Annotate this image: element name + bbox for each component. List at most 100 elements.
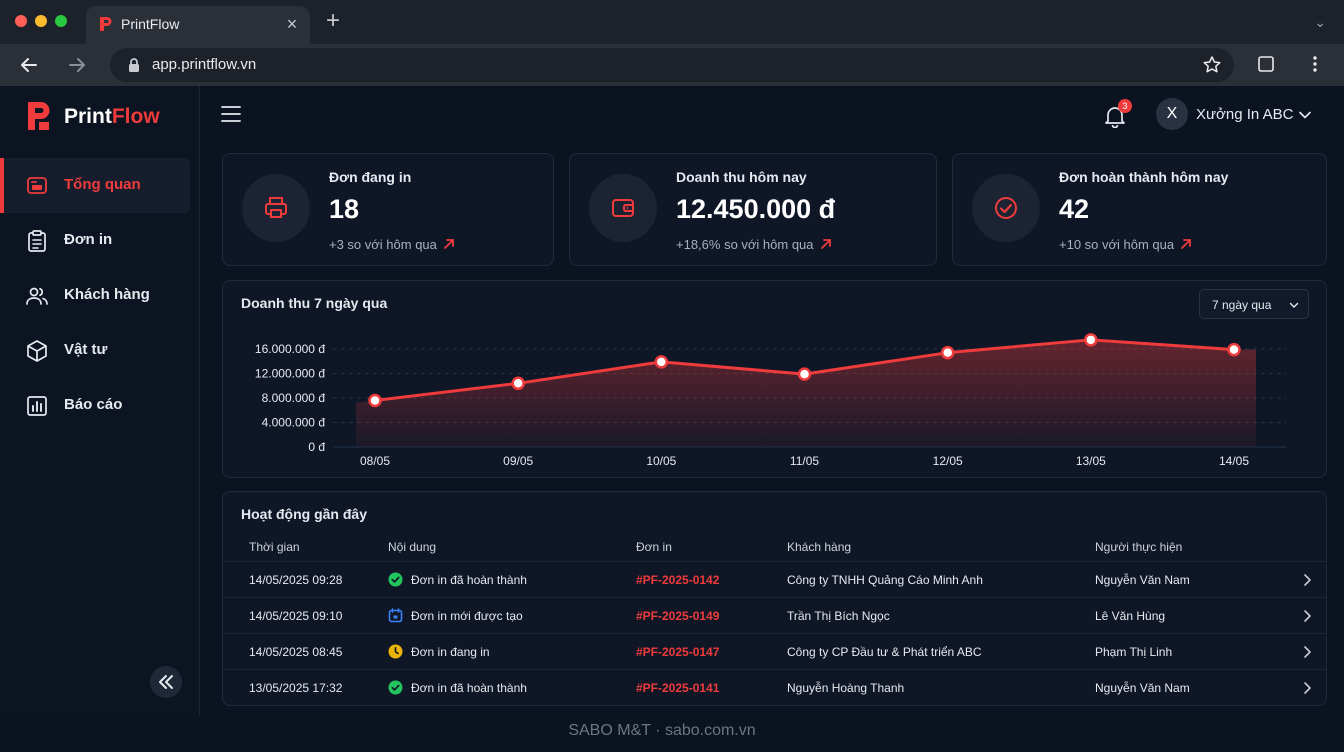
table-row[interactable]: 14/05/2025 08:45 Đơn in đang in #PF-2025… xyxy=(223,633,1326,669)
window-maximize-control[interactable] xyxy=(55,15,67,27)
row-content: Đơn in đang in xyxy=(411,645,490,659)
completed-status-icon xyxy=(388,680,403,695)
x-tick-label: 12/05 xyxy=(933,454,963,468)
url-text[interactable]: app.printflow.vn xyxy=(152,56,257,73)
stat-value: 12.450.000 đ xyxy=(676,194,836,224)
column-header-order: Đơn in xyxy=(636,540,672,554)
x-tick-label: 10/05 xyxy=(646,454,676,468)
row-customer: Công ty CP Đầu tư & Phát triển ABC xyxy=(787,645,982,659)
sidebar: PrintFlow Tổng quan Đơn in xyxy=(0,86,200,716)
trend-up-arrow-icon xyxy=(444,239,454,249)
y-tick-label: 4.000.000 đ xyxy=(262,416,326,430)
column-header-content: Nội dung xyxy=(388,540,437,554)
window-square-icon[interactable] xyxy=(1256,54,1276,74)
table-row[interactable]: 14/05/2025 09:10 Đơn in mới được tạo #PF… xyxy=(223,597,1326,633)
tab-title: PrintFlow xyxy=(121,16,180,32)
row-order-link[interactable]: #PF-2025-0147 xyxy=(636,645,720,659)
activity-title: Hoạt động gần đây xyxy=(241,506,367,522)
data-point xyxy=(940,345,955,360)
x-tick-label: 09/05 xyxy=(503,454,533,468)
row-order-link[interactable]: #PF-2025-0141 xyxy=(636,681,720,695)
notification-count-badge: 3 xyxy=(1118,99,1132,113)
stat-value: 18 xyxy=(329,194,360,224)
tab-search-icon[interactable]: ⌄ xyxy=(1314,14,1326,30)
tab-close-icon[interactable]: × xyxy=(286,14,298,34)
stat-card-revenue-today[interactable]: Doanh thu hôm nay 12.450.000 đ +18,6% so… xyxy=(569,153,937,266)
row-content: Đơn in mới được tạo xyxy=(411,609,523,623)
row-actor: Lê Văn Hùng xyxy=(1095,609,1166,623)
new-order-status-icon xyxy=(388,608,403,623)
forward-arrow-icon[interactable] xyxy=(64,52,90,78)
stat-label: Đơn đang in xyxy=(329,169,412,185)
row-order-link[interactable]: #PF-2025-0142 xyxy=(636,573,720,587)
x-tick-label: 13/05 xyxy=(1076,454,1106,468)
wallet-icon xyxy=(612,199,634,217)
printflow-logo-icon xyxy=(28,102,50,130)
printflow-favicon-icon xyxy=(100,17,112,31)
y-tick-label: 16.000.000 đ xyxy=(255,342,325,356)
hamburger-menu-icon[interactable] xyxy=(221,105,241,123)
stat-card-orders-printing[interactable]: Đơn đang in 18 +3 so với hôm qua xyxy=(222,153,554,266)
box-icon xyxy=(27,340,47,362)
chevron-down-icon[interactable] xyxy=(1298,108,1312,122)
table-row[interactable]: 13/05/2025 17:32 Đơn in đã hoàn thành #P… xyxy=(223,669,1326,705)
row-actor: Nguyễn Văn Nam xyxy=(1095,681,1190,695)
data-point xyxy=(797,367,812,381)
data-point xyxy=(1084,333,1098,347)
watermark-footer: SABO M&T · sabo.com.vn xyxy=(568,722,756,739)
chevron-right-icon[interactable] xyxy=(1301,681,1313,695)
sidebar-item-label: Tổng quan xyxy=(64,176,141,193)
row-content: Đơn in đã hoàn thành xyxy=(411,573,527,587)
new-tab-icon[interactable]: + xyxy=(325,7,340,34)
revenue-area-chart: 0 đ 4.000.000 đ 8.000.000 đ 12.000.000 đ 16.… xyxy=(255,333,1286,468)
date-range-select[interactable]: 7 ngày qua xyxy=(1199,289,1309,319)
user-name[interactable]: Xưởng In ABC xyxy=(1196,106,1294,123)
data-point xyxy=(654,355,669,369)
column-header-actor: Người thực hiện xyxy=(1095,540,1183,554)
row-time: 14/05/2025 09:10 xyxy=(249,609,343,623)
browser-menu-icon[interactable] xyxy=(1305,54,1325,74)
x-tick-label: 11/05 xyxy=(790,454,819,468)
row-actor: Phạm Thị Linh xyxy=(1095,645,1173,659)
browser-toolbar: app.printflow.vn xyxy=(0,44,1344,86)
avatar[interactable]: X xyxy=(1156,98,1188,130)
chevron-right-icon[interactable] xyxy=(1301,609,1313,623)
stat-icon-circle xyxy=(589,174,657,242)
table-row[interactable]: 14/05/2025 09:28 Đơn in đã hoàn thành #P… xyxy=(223,561,1326,597)
stat-value: 42 xyxy=(1059,194,1090,224)
y-tick-label: 0 đ xyxy=(308,440,325,454)
chevron-right-icon[interactable] xyxy=(1301,645,1313,659)
address-bar[interactable]: app.printflow.vn xyxy=(110,48,1234,82)
row-customer: Trần Thị Bích Ngọc xyxy=(787,609,890,623)
row-time: 14/05/2025 09:28 xyxy=(249,573,343,587)
sidebar-item-don-in[interactable]: Đơn in xyxy=(0,213,190,268)
recent-activity-card: Hoạt động gần đây Thời gian Nội dung Đơn… xyxy=(222,491,1327,706)
trend-up-arrow-icon xyxy=(1181,239,1192,249)
window-minimize-control[interactable] xyxy=(35,15,47,27)
stat-icon-circle xyxy=(242,174,310,242)
collapse-sidebar-button[interactable] xyxy=(150,666,182,698)
back-arrow-icon[interactable] xyxy=(16,52,42,78)
browser-tab-active[interactable]: PrintFlow × xyxy=(86,6,310,44)
completed-status-icon xyxy=(388,572,403,587)
column-header-time: Thời gian xyxy=(249,540,300,554)
data-point xyxy=(1227,342,1241,357)
sidebar-item-vat-tu[interactable]: Vật tư xyxy=(0,323,190,378)
chart-title: Doanh thu 7 ngày qua xyxy=(241,295,388,311)
window-close-control[interactable] xyxy=(15,15,27,27)
sidebar-item-bao-cao[interactable]: Báo cáo xyxy=(0,378,190,433)
stat-delta: +3 so với hôm qua xyxy=(329,237,455,252)
check-circle-icon xyxy=(995,197,1017,219)
sidebar-item-khach-hang[interactable]: Khách hàng xyxy=(0,268,190,323)
chevron-right-icon[interactable] xyxy=(1301,573,1313,587)
stat-card-completed-today[interactable]: Đơn hoàn thành hôm nay 42 +10 so với hôm… xyxy=(952,153,1327,266)
bookmark-star-icon[interactable] xyxy=(1202,55,1222,75)
sidebar-item-label: Đơn in xyxy=(64,231,113,248)
x-tick-label: 08/05 xyxy=(360,454,390,468)
sidebar-item-tong-quan[interactable]: Tổng quan xyxy=(0,158,190,213)
row-customer: Nguyễn Hoàng Thanh xyxy=(787,681,905,695)
table-header-row: Thời gian Nội dung Đơn in Khách hàng Ngư… xyxy=(223,536,1326,561)
y-tick-label: 12.000.000 đ xyxy=(255,367,325,381)
x-tick-label: 14/05 xyxy=(1219,454,1249,468)
row-order-link[interactable]: #PF-2025-0149 xyxy=(636,609,720,623)
